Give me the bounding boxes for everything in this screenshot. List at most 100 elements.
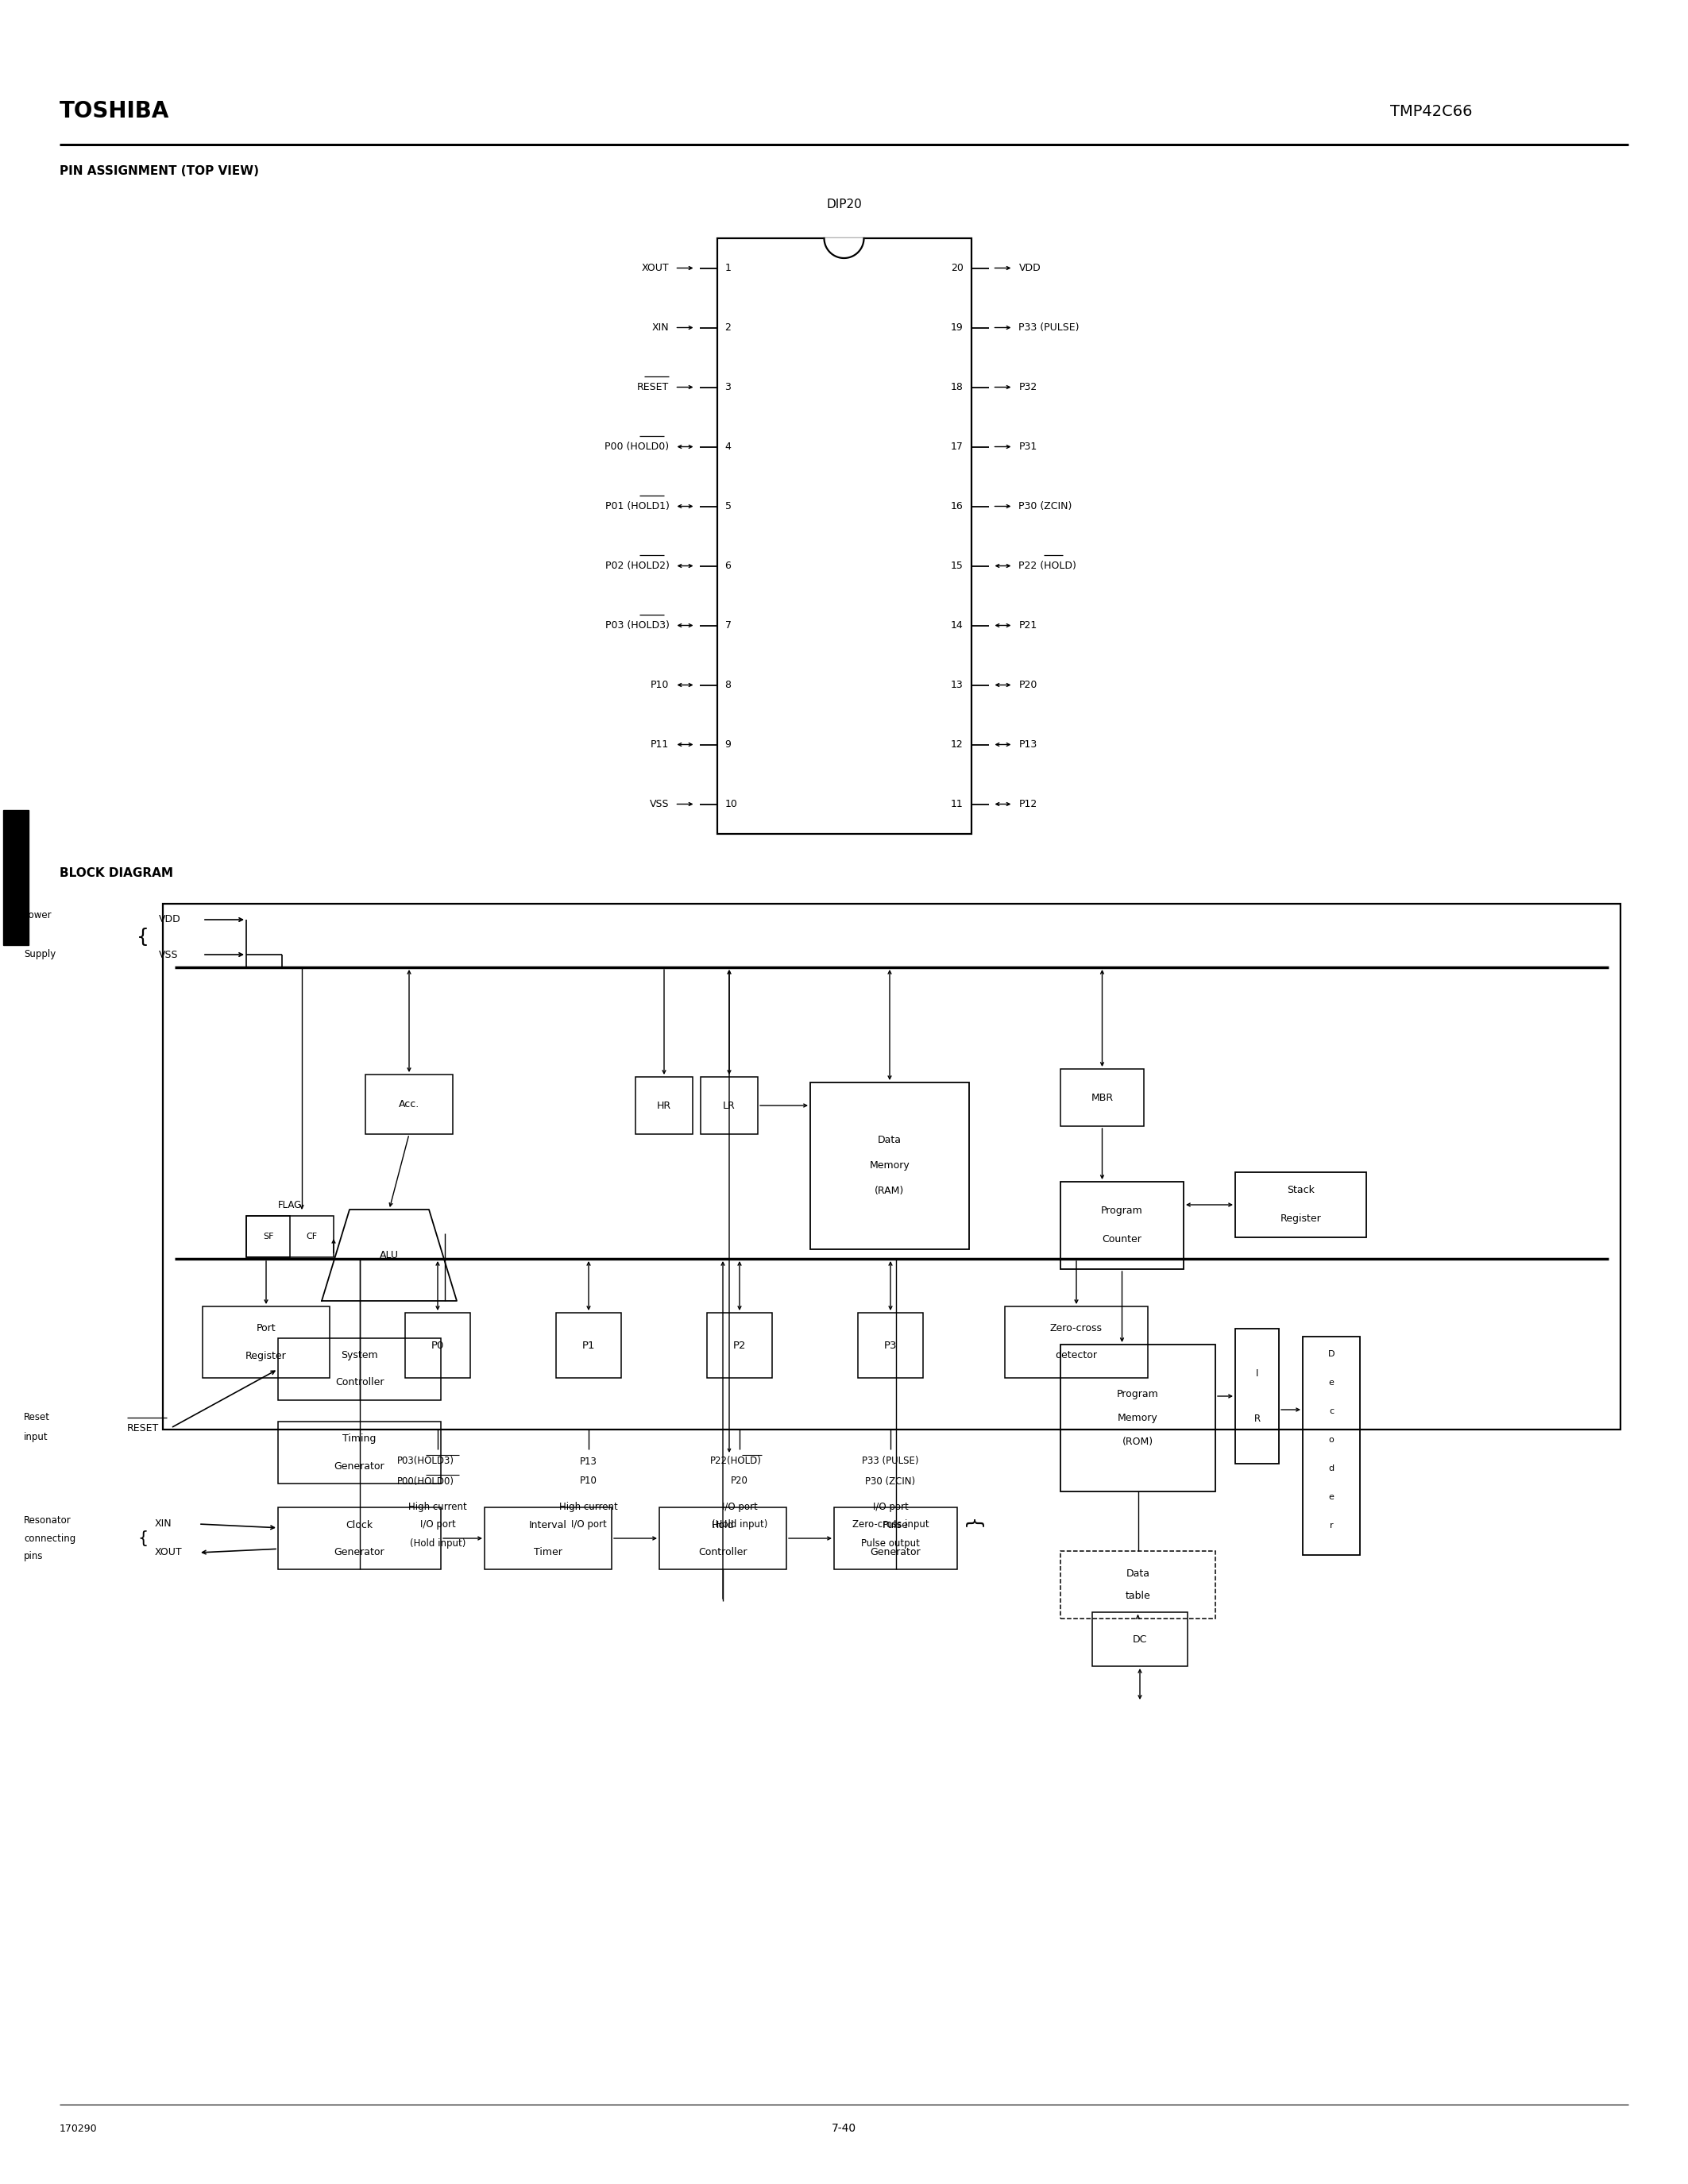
Text: (Hold input): (Hold input): [712, 1520, 768, 1531]
Text: 19: 19: [950, 323, 964, 332]
Text: I/O port: I/O port: [722, 1500, 758, 1511]
Text: {: {: [137, 928, 149, 946]
Text: Port: Port: [257, 1324, 275, 1334]
Text: Memory: Memory: [1117, 1413, 1158, 1424]
Text: P22(HOLD): P22(HOLD): [709, 1457, 761, 1465]
Text: P11: P11: [652, 740, 668, 749]
Text: P00(HOLD0): P00(HOLD0): [397, 1476, 454, 1487]
Text: 2: 2: [724, 323, 731, 332]
Text: 14: 14: [950, 620, 964, 631]
Text: 17: 17: [950, 441, 964, 452]
Text: Program: Program: [1101, 1206, 1143, 1216]
Text: Zero-cross input: Zero-cross input: [852, 1520, 928, 1531]
Text: e: e: [1328, 1494, 1334, 1500]
Text: P10: P10: [650, 679, 668, 690]
Text: Generator: Generator: [871, 1546, 922, 1557]
Text: {: {: [962, 1518, 981, 1531]
Text: P0: P0: [430, 1341, 444, 1350]
Text: BLOCK DIAGRAM: BLOCK DIAGRAM: [59, 867, 174, 880]
Bar: [1236, 1173, 1366, 1238]
Text: 16: 16: [950, 500, 964, 511]
Text: I: I: [1256, 1367, 1259, 1378]
Text: P33 (PULSE): P33 (PULSE): [1020, 323, 1080, 332]
Text: 10: 10: [724, 799, 738, 810]
Text: P3: P3: [885, 1341, 896, 1350]
Text: I/O port: I/O port: [420, 1520, 456, 1531]
Text: VSS: VSS: [650, 799, 668, 810]
Text: 4: 4: [724, 441, 731, 452]
Text: VSS: VSS: [159, 950, 179, 959]
Bar: [1004, 1306, 1148, 1378]
Text: 18: 18: [950, 382, 964, 393]
Text: DC: DC: [1133, 1634, 1148, 1645]
Text: D: D: [1328, 1350, 1335, 1358]
Text: I/O port: I/O port: [571, 1520, 606, 1531]
Polygon shape: [824, 238, 864, 258]
Text: Program: Program: [1117, 1389, 1160, 1400]
Bar: [1060, 1345, 1215, 1492]
Bar: [810, 1083, 969, 1249]
Bar: [405, 1313, 471, 1378]
Text: 9: 9: [724, 740, 731, 749]
Bar: [1236, 1328, 1280, 1463]
Bar: [484, 1507, 611, 1570]
Bar: [3, 810, 29, 946]
Text: d: d: [1328, 1465, 1334, 1472]
Text: P03(HOLD3): P03(HOLD3): [397, 1457, 454, 1465]
Bar: [365, 1075, 452, 1133]
Text: CF: CF: [306, 1232, 317, 1241]
Text: SF: SF: [263, 1232, 273, 1241]
Text: Interval: Interval: [528, 1520, 567, 1531]
Text: P13: P13: [581, 1457, 598, 1465]
Text: P20: P20: [731, 1476, 748, 1487]
Text: P30 (ZCIN): P30 (ZCIN): [866, 1476, 915, 1487]
Text: Pulse: Pulse: [883, 1520, 908, 1531]
Text: 15: 15: [950, 561, 964, 570]
Bar: [635, 1077, 692, 1133]
Text: Timer: Timer: [533, 1546, 562, 1557]
Text: System: System: [341, 1350, 378, 1361]
Text: (RAM): (RAM): [874, 1186, 905, 1197]
Text: Register: Register: [245, 1350, 287, 1361]
Bar: [279, 1507, 441, 1570]
Text: P30 (ZCIN): P30 (ZCIN): [1020, 500, 1072, 511]
Text: pins: pins: [24, 1551, 44, 1562]
Text: PIN ASSIGNMENT (TOP VIEW): PIN ASSIGNMENT (TOP VIEW): [59, 164, 258, 177]
Bar: [279, 1422, 441, 1483]
Text: r: r: [1330, 1522, 1334, 1529]
Text: 1: 1: [724, 262, 731, 273]
Text: 8: 8: [724, 679, 731, 690]
Text: RESET: RESET: [638, 382, 668, 393]
Text: FLAG: FLAG: [279, 1201, 302, 1210]
Bar: [246, 1216, 334, 1258]
Text: XIN: XIN: [155, 1518, 172, 1529]
Text: Hold: Hold: [712, 1520, 734, 1531]
Text: detector: detector: [1055, 1350, 1097, 1361]
Text: TMP42C66: TMP42C66: [1391, 103, 1472, 118]
Text: VDD: VDD: [1020, 262, 1041, 273]
Text: P31: P31: [1020, 441, 1036, 452]
Text: o: o: [1328, 1435, 1334, 1444]
Text: P32: P32: [1020, 382, 1036, 393]
Text: P20: P20: [1020, 679, 1038, 690]
Text: 170290: 170290: [59, 2123, 98, 2134]
Text: P33 (PULSE): P33 (PULSE): [863, 1457, 918, 1465]
Bar: [555, 1313, 621, 1378]
Text: P00 (HOLD0): P00 (HOLD0): [604, 441, 668, 452]
Text: Memory: Memory: [869, 1160, 910, 1171]
Text: Controller: Controller: [334, 1378, 383, 1387]
Text: Zero-cross: Zero-cross: [1050, 1324, 1102, 1334]
Text: 7: 7: [724, 620, 731, 631]
Text: TOSHIBA: TOSHIBA: [59, 100, 169, 122]
Text: Counter: Counter: [1102, 1234, 1141, 1245]
Bar: [707, 1313, 771, 1378]
Text: P22 (HOLD): P22 (HOLD): [1020, 561, 1077, 570]
Text: Power: Power: [24, 911, 52, 922]
Text: 6: 6: [724, 561, 731, 570]
Text: XOUT: XOUT: [641, 262, 668, 273]
Bar: [246, 1216, 290, 1258]
Bar: [162, 904, 1620, 1431]
Text: P1: P1: [582, 1341, 596, 1350]
Text: 3: 3: [724, 382, 731, 393]
Text: 12: 12: [950, 740, 964, 749]
